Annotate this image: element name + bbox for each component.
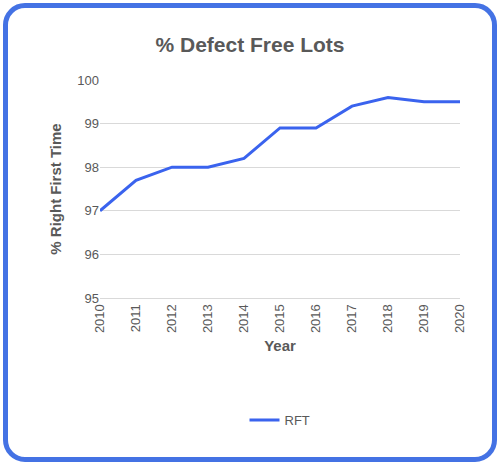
svg-text:99: 99	[85, 116, 99, 131]
svg-text:2012: 2012	[164, 304, 179, 333]
svg-text:2019: 2019	[416, 304, 431, 333]
svg-text:2013: 2013	[200, 304, 215, 333]
svg-text:2018: 2018	[380, 304, 395, 333]
svg-text:97: 97	[85, 203, 99, 218]
svg-text:2011: 2011	[128, 304, 143, 332]
svg-text:% Right First Time: % Right First Time	[47, 123, 64, 254]
svg-text:96: 96	[85, 247, 99, 262]
svg-text:2017: 2017	[344, 304, 359, 333]
svg-text:Year: Year	[264, 337, 296, 354]
svg-text:95: 95	[85, 291, 99, 306]
svg-text:100: 100	[77, 73, 99, 88]
svg-text:2010: 2010	[92, 304, 107, 333]
svg-text:98: 98	[85, 160, 99, 175]
svg-text:2020: 2020	[452, 304, 467, 333]
svg-text:% Defect Free Lots: % Defect Free Lots	[155, 33, 344, 56]
svg-text:RFT: RFT	[285, 413, 310, 428]
svg-text:2014: 2014	[236, 304, 251, 333]
svg-text:2016: 2016	[308, 304, 323, 333]
svg-text:2015: 2015	[272, 304, 287, 333]
